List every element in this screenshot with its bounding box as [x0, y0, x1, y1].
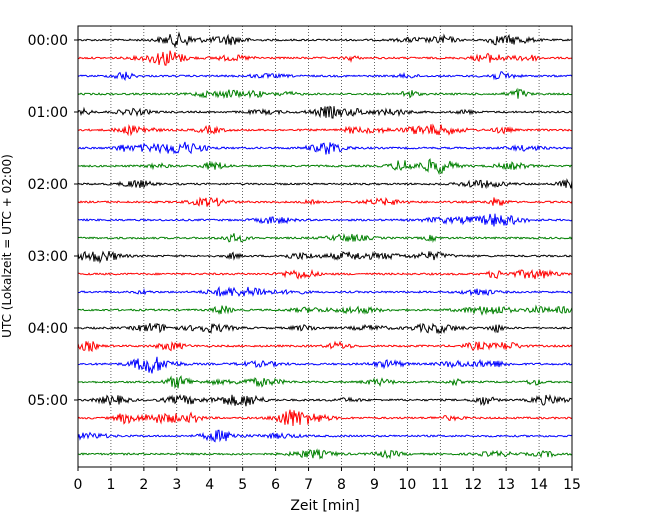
x-axis: 0 1 2 3 4 5 6 7 8 9 10 11 12 13 14 15: [74, 467, 581, 493]
trace-line: [77, 123, 573, 137]
x-tick-label: 5: [238, 477, 247, 493]
trace-line: [77, 232, 573, 244]
trace-line: [77, 250, 573, 264]
trace-line: [77, 356, 573, 374]
x-tick-label: 0: [74, 477, 83, 493]
x-tick-label: 9: [370, 477, 379, 493]
trace-line: [77, 304, 573, 316]
x-axis-label: Zeit [min]: [290, 498, 359, 514]
x-tick-label: 12: [464, 477, 482, 493]
trace-line: [77, 178, 573, 190]
traces: [77, 31, 573, 460]
trace-line: [77, 375, 573, 389]
x-tick-label: 4: [205, 477, 214, 493]
x-tick-label: 15: [563, 477, 581, 493]
trace-line: [77, 286, 573, 297]
y-tick-label: 00:00: [28, 33, 68, 49]
trace-line: [77, 196, 573, 207]
x-tick-label: 13: [497, 477, 515, 493]
y-axis: 00:00 01:00 02:00 03:00 04:00 05:00: [28, 33, 78, 409]
y-tick-label: 01:00: [28, 105, 68, 121]
y-tick-label: 04:00: [28, 321, 68, 337]
x-tick-label: 14: [530, 477, 548, 493]
y-tick-label: 05:00: [28, 393, 68, 409]
x-tick-label: 1: [106, 477, 115, 493]
y-tick-label: 02:00: [28, 177, 68, 193]
trace-line: [77, 87, 573, 99]
trace-line: [77, 141, 573, 155]
trace-line: [77, 393, 573, 407]
trace-line: [77, 268, 573, 280]
trace-line: [77, 71, 573, 82]
trace-line: [77, 340, 573, 353]
trace-line: [77, 322, 573, 335]
trace-line: [77, 429, 573, 443]
plot-frame: [77, 25, 573, 468]
trace-line: [77, 409, 573, 426]
trace-line: [77, 31, 573, 49]
trace-line: [77, 50, 573, 66]
x-tick-label: 11: [431, 477, 449, 493]
x-tick-label: 6: [271, 477, 280, 493]
x-tick-label: 3: [172, 477, 181, 493]
trace-line: [77, 105, 573, 119]
x-tick-label: 2: [139, 477, 148, 493]
trace-line: [77, 213, 573, 227]
trace-line: [77, 158, 573, 176]
y-tick-label: 03:00: [28, 249, 68, 265]
x-tick-label: 7: [304, 477, 313, 493]
x-tick-label: 10: [398, 477, 416, 493]
trace-line: [77, 448, 573, 460]
x-tick-label: 8: [337, 477, 346, 493]
y-axis-label: UTC (Lokalzeit = UTC + 02:00): [0, 154, 14, 338]
